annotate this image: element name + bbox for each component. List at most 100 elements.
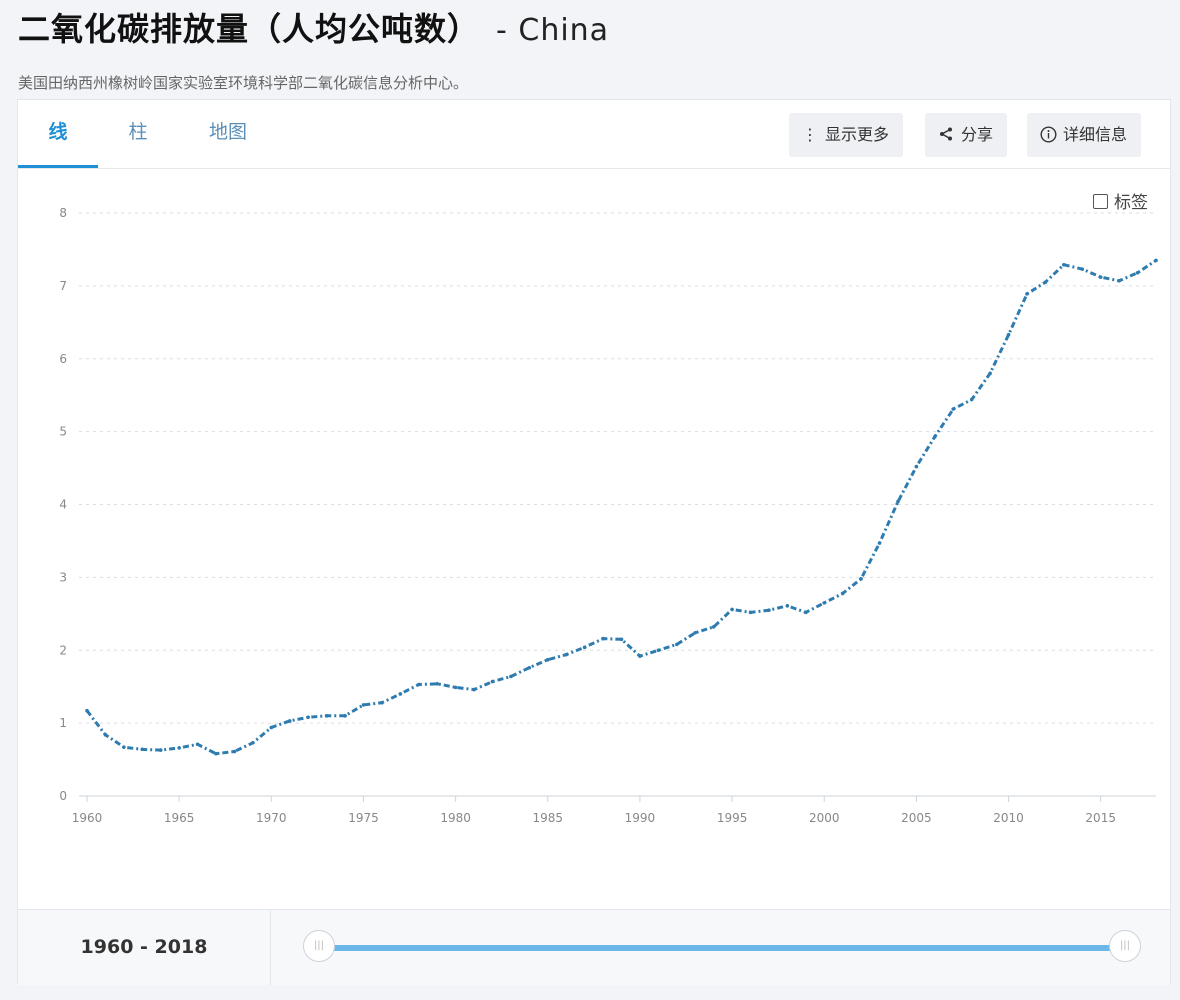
data-point xyxy=(951,407,956,411)
data-point xyxy=(693,630,698,635)
data-point xyxy=(656,648,661,653)
data-point xyxy=(85,708,89,713)
data-point xyxy=(638,654,642,658)
data-point xyxy=(914,464,919,469)
country-name: - China xyxy=(496,13,610,48)
tab-bar[interactable]: 柱 xyxy=(128,121,148,143)
data-point xyxy=(1080,267,1085,271)
data-point xyxy=(195,742,200,747)
data-point xyxy=(472,687,476,692)
x-tick-label: 1980 xyxy=(440,811,471,825)
range-slider-track[interactable] xyxy=(319,945,1125,951)
title-text: 二氧化碳排放量（人均公吨数） xyxy=(18,10,481,48)
y-tick-label: 5 xyxy=(59,425,67,439)
share-button[interactable]: 分享 xyxy=(925,113,1008,157)
share-icon xyxy=(937,113,955,157)
data-point xyxy=(214,751,218,756)
data-point xyxy=(674,642,679,647)
data-point xyxy=(711,625,716,629)
data-point xyxy=(564,652,569,657)
data-point xyxy=(398,692,403,696)
data-point xyxy=(122,745,126,749)
data-point xyxy=(545,657,550,662)
x-tick-label: 2015 xyxy=(1085,811,1116,825)
labels-checkbox[interactable]: 标签 xyxy=(1093,188,1148,213)
x-tick-label: 2010 xyxy=(993,811,1024,825)
page-title: 二氧化碳排放量（人均公吨数） - China xyxy=(18,4,609,50)
y-tick-label: 6 xyxy=(59,352,67,366)
data-source: 美国田纳西州橡树岭国家实验室环境科学部二氧化碳信息分析中心。 xyxy=(18,74,469,92)
y-tick-label: 2 xyxy=(59,643,67,657)
data-point xyxy=(804,610,808,615)
data-point xyxy=(1025,292,1029,296)
details-button[interactable]: 详细信息 xyxy=(1027,113,1142,157)
data-point xyxy=(527,665,532,670)
data-point xyxy=(251,741,255,745)
y-tick-label: 1 xyxy=(59,716,67,730)
data-point xyxy=(1043,280,1048,285)
more-vertical-icon: ⋮ xyxy=(802,125,818,144)
line-chart: 0 1 2 3 4 5 6 7 8 1960 1965 1970 1975 1980 1985 1990 199… xyxy=(59,206,1158,825)
details-label: 详细信息 xyxy=(1063,125,1128,144)
range-start-handle[interactable]: ||| xyxy=(303,930,335,962)
x-tick-label: 1975 xyxy=(348,811,379,825)
data-point xyxy=(767,608,771,612)
data-point xyxy=(177,746,181,750)
data-point xyxy=(1098,275,1103,279)
data-point xyxy=(619,637,624,642)
x-tick-label: 1985 xyxy=(533,811,564,825)
tab-map[interactable]: 地图 xyxy=(208,121,247,143)
data-point xyxy=(730,607,734,612)
data-point xyxy=(785,603,790,608)
x-tick-label: 1995 xyxy=(717,811,748,825)
data-point xyxy=(380,700,384,705)
y-tick-label: 4 xyxy=(59,498,67,512)
data-point xyxy=(140,747,145,752)
data-point xyxy=(1062,262,1066,267)
data-point xyxy=(859,577,863,581)
data-point xyxy=(877,541,882,545)
data-point xyxy=(453,685,458,690)
data-point xyxy=(343,714,347,718)
y-tick-label: 8 xyxy=(59,206,67,220)
data-point xyxy=(103,732,108,737)
data-point xyxy=(896,499,900,504)
show-more-button[interactable]: ⋮ 显示更多 xyxy=(789,113,904,157)
data-point xyxy=(306,715,310,720)
data-point xyxy=(490,679,495,684)
show-more-label: 显示更多 xyxy=(825,125,890,144)
data-point xyxy=(509,674,513,679)
x-tick-label: 1960 xyxy=(72,811,103,825)
data-point xyxy=(840,591,845,596)
info-icon xyxy=(1039,113,1057,157)
data-point xyxy=(969,397,974,402)
x-tick-label: 1970 xyxy=(256,811,287,825)
data-point xyxy=(1154,258,1158,263)
data-point xyxy=(988,371,992,376)
data-point xyxy=(1117,278,1121,283)
x-tick-label: 2000 xyxy=(809,811,840,825)
range-footer: 1960 - 2018 ||| ||| xyxy=(18,909,1170,985)
data-point xyxy=(287,719,292,723)
data-point xyxy=(416,682,421,687)
data-point xyxy=(435,681,439,686)
range-end-handle[interactable]: ||| xyxy=(1109,930,1141,962)
checkbox-icon xyxy=(1093,194,1108,209)
data-point xyxy=(158,748,163,752)
data-point xyxy=(1135,270,1140,275)
tab-line[interactable]: 线 xyxy=(18,100,98,168)
labels-checkbox-label: 标签 xyxy=(1114,193,1148,213)
y-tick-label: 7 xyxy=(59,279,67,293)
chart-tabs: 线 柱 地图 ⋮ 显示更多 分享 详细信息 xyxy=(18,100,1170,169)
data-point xyxy=(1006,332,1011,337)
data-point xyxy=(601,636,605,641)
data-point xyxy=(361,703,366,707)
x-tick-label: 1965 xyxy=(164,811,195,825)
y-tick-label: 0 xyxy=(59,789,67,803)
chart-card: 线 柱 地图 ⋮ 显示更多 分享 详细信息 标签 0 1 2 3 4 5 6 7 xyxy=(17,99,1171,985)
data-point xyxy=(582,645,587,650)
data-point xyxy=(232,749,237,754)
co2-series-line xyxy=(85,259,1157,756)
y-tick-label: 3 xyxy=(59,570,67,584)
data-point xyxy=(822,601,827,605)
